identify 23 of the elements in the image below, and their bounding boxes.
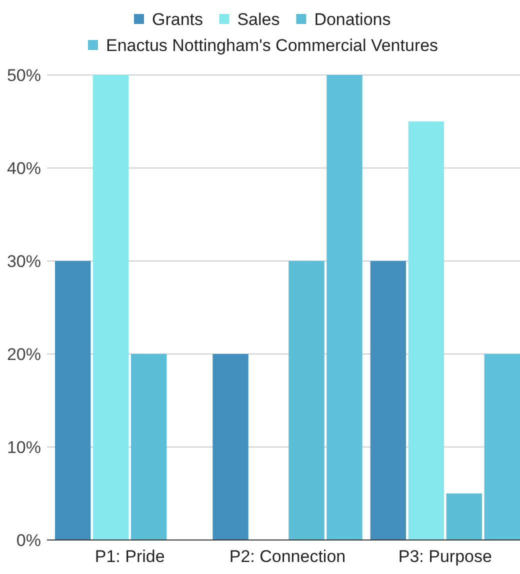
y-tick-label: 10% (6, 438, 41, 457)
x-tick-label: P1: Pride (94, 547, 165, 566)
y-tick-label: 0% (16, 530, 41, 550)
bar (370, 261, 406, 540)
y-tick-label: 50% (6, 66, 41, 85)
legend-label: Grants (152, 10, 204, 29)
bar (212, 354, 248, 540)
bar (55, 261, 91, 540)
bar (484, 354, 520, 540)
bar (288, 261, 324, 540)
bar (130, 354, 167, 540)
y-tick-label: 30% (6, 252, 41, 271)
bar (92, 75, 129, 540)
bar (408, 122, 444, 540)
x-tick-label: P3: Purpose (398, 547, 492, 566)
bar (326, 75, 362, 540)
y-tick-label: 40% (6, 158, 41, 178)
bar (446, 494, 482, 540)
legend-label: Enactus Nottingham's Commercial Ventures (106, 36, 438, 55)
x-tick-label: P2: Connection (229, 547, 346, 566)
y-tick-label: 20% (6, 344, 41, 364)
legend-label: Sales (237, 10, 280, 29)
legend-label: Donations (314, 10, 391, 29)
